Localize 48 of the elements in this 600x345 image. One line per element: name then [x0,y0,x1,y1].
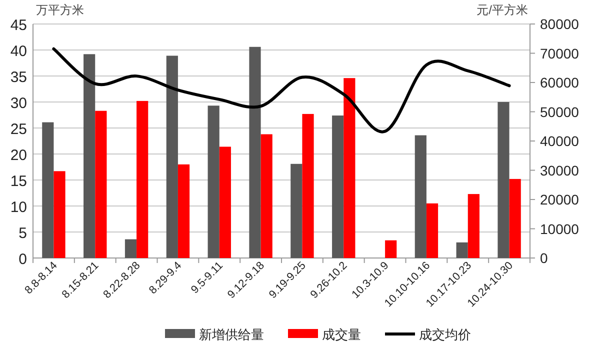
bar [136,100,148,258]
bar [95,110,107,258]
bar [498,102,510,258]
y2-tick-label: 30000 [540,162,580,178]
bar [426,203,438,258]
bar [54,171,66,258]
bar [332,116,344,258]
y-tick-label: 30 [10,95,27,112]
bar [260,134,272,258]
y-tick-label: 20 [10,147,27,164]
bar [414,135,426,258]
y-tick-label: 15 [10,173,27,190]
legend-label: 新增供给量 [199,327,264,342]
y2-axis-title: 元/平方米 [476,3,528,17]
bar [124,239,137,258]
bar [456,242,468,258]
bar [290,164,302,258]
legend-label: 成交量 [322,327,361,342]
bar [302,114,314,258]
bar [249,46,261,258]
legend-label: 成交均价 [419,327,471,342]
y-tick-label: 25 [10,121,27,138]
bar [42,122,54,258]
bar [219,146,231,258]
y2-tick-label: 40000 [540,133,580,149]
y-tick-label: 5 [18,225,27,242]
bar [509,178,521,258]
y2-tick-label: 20000 [540,192,580,208]
y2-tick-label: 10000 [540,220,580,237]
y-axis-title: 万平方米 [36,3,84,17]
y-tick-label: 0 [18,251,27,268]
bar [178,164,190,258]
y-tick-label: 10 [10,199,27,216]
y-tick-label: 40 [10,43,27,60]
y2-tick-label: 70000 [540,45,580,62]
bar [468,194,480,258]
y2-tick-label: 60000 [540,74,580,90]
y-tick-label: 45 [10,17,27,34]
y2-tick-label: 0 [540,250,548,266]
bar [385,240,397,258]
y2-tick-label: 80000 [540,16,580,32]
bar [208,106,220,258]
y-tick-label: 35 [10,69,27,86]
bar [84,54,96,258]
y2-tick-label: 50000 [540,104,580,120]
line-series [52,47,511,133]
bar [166,56,178,258]
bar [344,78,356,258]
